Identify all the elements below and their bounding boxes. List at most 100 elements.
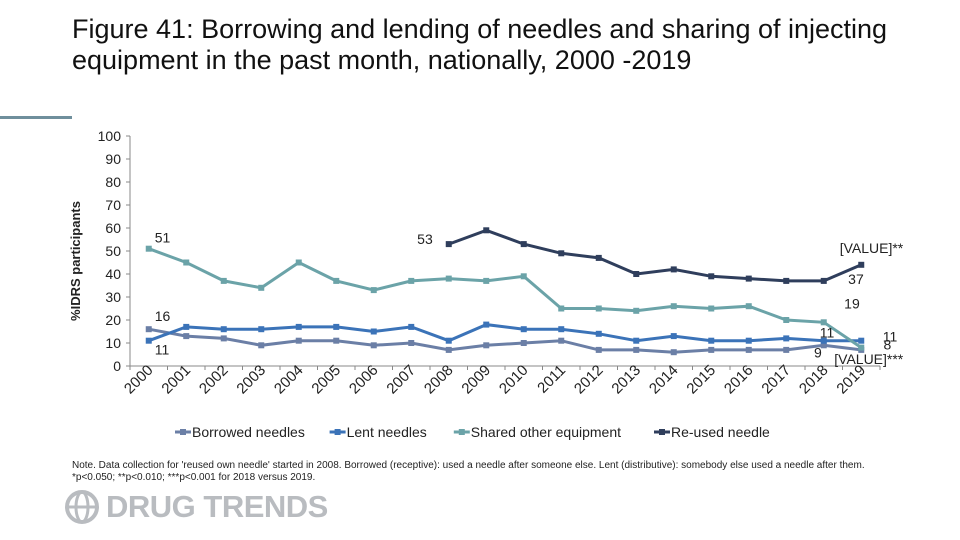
- x-tick-label: 2001: [158, 362, 194, 398]
- x-tick-label: 2002: [196, 362, 232, 398]
- series-point-2: [333, 323, 340, 330]
- globe-logo-icon: [65, 490, 99, 524]
- footnote: Note. Data collection for 'reused own ne…: [72, 460, 865, 483]
- series-line-1: [148, 327, 862, 354]
- series-point-1: [783, 346, 790, 353]
- series-point-4: [520, 241, 527, 248]
- x-tick-label: 2005: [308, 362, 344, 398]
- series-point-2: [558, 326, 565, 333]
- series-point-1: [295, 337, 302, 344]
- series-line-2: [148, 323, 862, 343]
- series-point-3: [708, 305, 715, 312]
- series-point-3: [670, 303, 677, 310]
- series-point-1: [595, 346, 602, 353]
- series-point-3: [745, 303, 752, 310]
- series-point-2: [145, 337, 152, 344]
- series-point-1: [820, 342, 827, 349]
- series-point-2: [295, 323, 302, 330]
- series-point-4: [858, 261, 865, 268]
- legend-label: Shared other equipment: [471, 424, 621, 440]
- series-point-4: [708, 273, 715, 280]
- series-point-1: [558, 337, 565, 344]
- series-point-3: [258, 284, 265, 291]
- data-label: 51: [155, 230, 171, 246]
- x-tick-label: 2018: [796, 362, 832, 398]
- series-point-3: [333, 277, 340, 284]
- x-tick-label: 2006: [346, 362, 382, 398]
- data-label: [VALUE]**: [840, 240, 904, 256]
- series-point-3: [445, 275, 452, 282]
- series-point-2: [445, 337, 452, 344]
- series-point-4: [745, 275, 752, 282]
- data-label: 9: [814, 344, 822, 360]
- series-point-3: [145, 245, 152, 252]
- x-tick-label: 2015: [683, 362, 719, 398]
- series-point-2: [708, 337, 715, 344]
- series-point-2: [820, 337, 827, 344]
- series-point-3: [783, 317, 790, 323]
- x-tick-label: 2011: [534, 362, 569, 397]
- legend-marker-3: [458, 429, 465, 435]
- data-label: 16: [155, 308, 171, 324]
- brand-name: DRUG TRENDS: [106, 489, 328, 524]
- series-point-1: [633, 346, 640, 353]
- y-tick-label: 80: [105, 174, 121, 190]
- x-tick-label: 2013: [608, 362, 644, 398]
- series-point-3: [483, 277, 490, 284]
- series-point-1: [333, 337, 340, 344]
- series-point-1: [220, 335, 227, 342]
- series-point-4: [483, 227, 490, 234]
- data-label: 11: [883, 329, 898, 345]
- series-point-4: [558, 250, 565, 257]
- series-point-3: [183, 259, 190, 266]
- series-point-4: [445, 241, 452, 248]
- series-point-1: [745, 346, 752, 353]
- legend-label: Re-used needle: [671, 424, 770, 440]
- x-tick-label: 2009: [458, 362, 494, 398]
- series-point-1: [408, 340, 415, 346]
- series-point-1: [145, 326, 152, 333]
- series-point-2: [745, 337, 752, 344]
- data-label: 19: [844, 295, 860, 311]
- series-point-4: [633, 271, 640, 277]
- data-label: 11: [155, 342, 170, 358]
- series-point-2: [520, 326, 527, 333]
- y-tick-label: 10: [105, 335, 121, 351]
- data-label: 8: [883, 337, 891, 353]
- y-tick-label: 100: [98, 128, 122, 144]
- series-point-3: [595, 305, 602, 312]
- y-tick-label: 0: [113, 358, 121, 374]
- series-point-2: [183, 323, 190, 330]
- legend-label: Lent needles: [347, 424, 427, 440]
- series-point-3: [820, 319, 827, 326]
- series-point-2: [670, 333, 677, 340]
- series-point-3: [220, 277, 227, 284]
- series-point-2: [370, 328, 377, 335]
- series-point-3: [858, 344, 865, 351]
- x-tick-label: 2019: [833, 362, 869, 398]
- title-accent-rule: [0, 116, 72, 119]
- x-tick-label: 2008: [421, 362, 457, 398]
- series-point-3: [520, 273, 527, 280]
- series-point-3: [370, 287, 377, 294]
- series-point-2: [220, 326, 227, 333]
- series-point-1: [183, 333, 190, 340]
- series-point-2: [483, 321, 490, 328]
- series-point-4: [670, 266, 677, 273]
- series-line-3: [148, 247, 863, 349]
- series-point-2: [783, 335, 790, 342]
- series-point-1: [670, 349, 677, 356]
- series-line-4: [448, 228, 862, 283]
- slide-title: Figure 41: Borrowing and lending of need…: [72, 14, 888, 75]
- series-point-4: [820, 277, 827, 284]
- series-point-2: [408, 323, 415, 330]
- x-tick-label: 2004: [271, 362, 307, 398]
- data-label: 37: [848, 271, 864, 287]
- y-tick-label: 70: [105, 197, 121, 213]
- data-label: 53: [417, 231, 433, 247]
- x-tick-label: 2017: [758, 362, 794, 398]
- y-tick-label: 20: [105, 312, 121, 328]
- legend-marker-4: [659, 429, 665, 435]
- data-label: 11: [820, 325, 835, 341]
